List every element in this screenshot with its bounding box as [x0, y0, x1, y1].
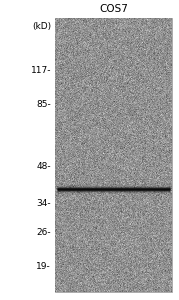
Text: 19-: 19- [36, 262, 51, 271]
Bar [55, 18, 172, 292]
Text: 26-: 26- [36, 228, 51, 237]
Text: 85-: 85- [36, 100, 51, 109]
Text: (kD): (kD) [32, 22, 51, 31]
Text: COS7: COS7 [99, 4, 128, 14]
Text: 48-: 48- [36, 162, 51, 171]
Text: 117-: 117- [30, 66, 51, 75]
Text: 34-: 34- [36, 199, 51, 208]
